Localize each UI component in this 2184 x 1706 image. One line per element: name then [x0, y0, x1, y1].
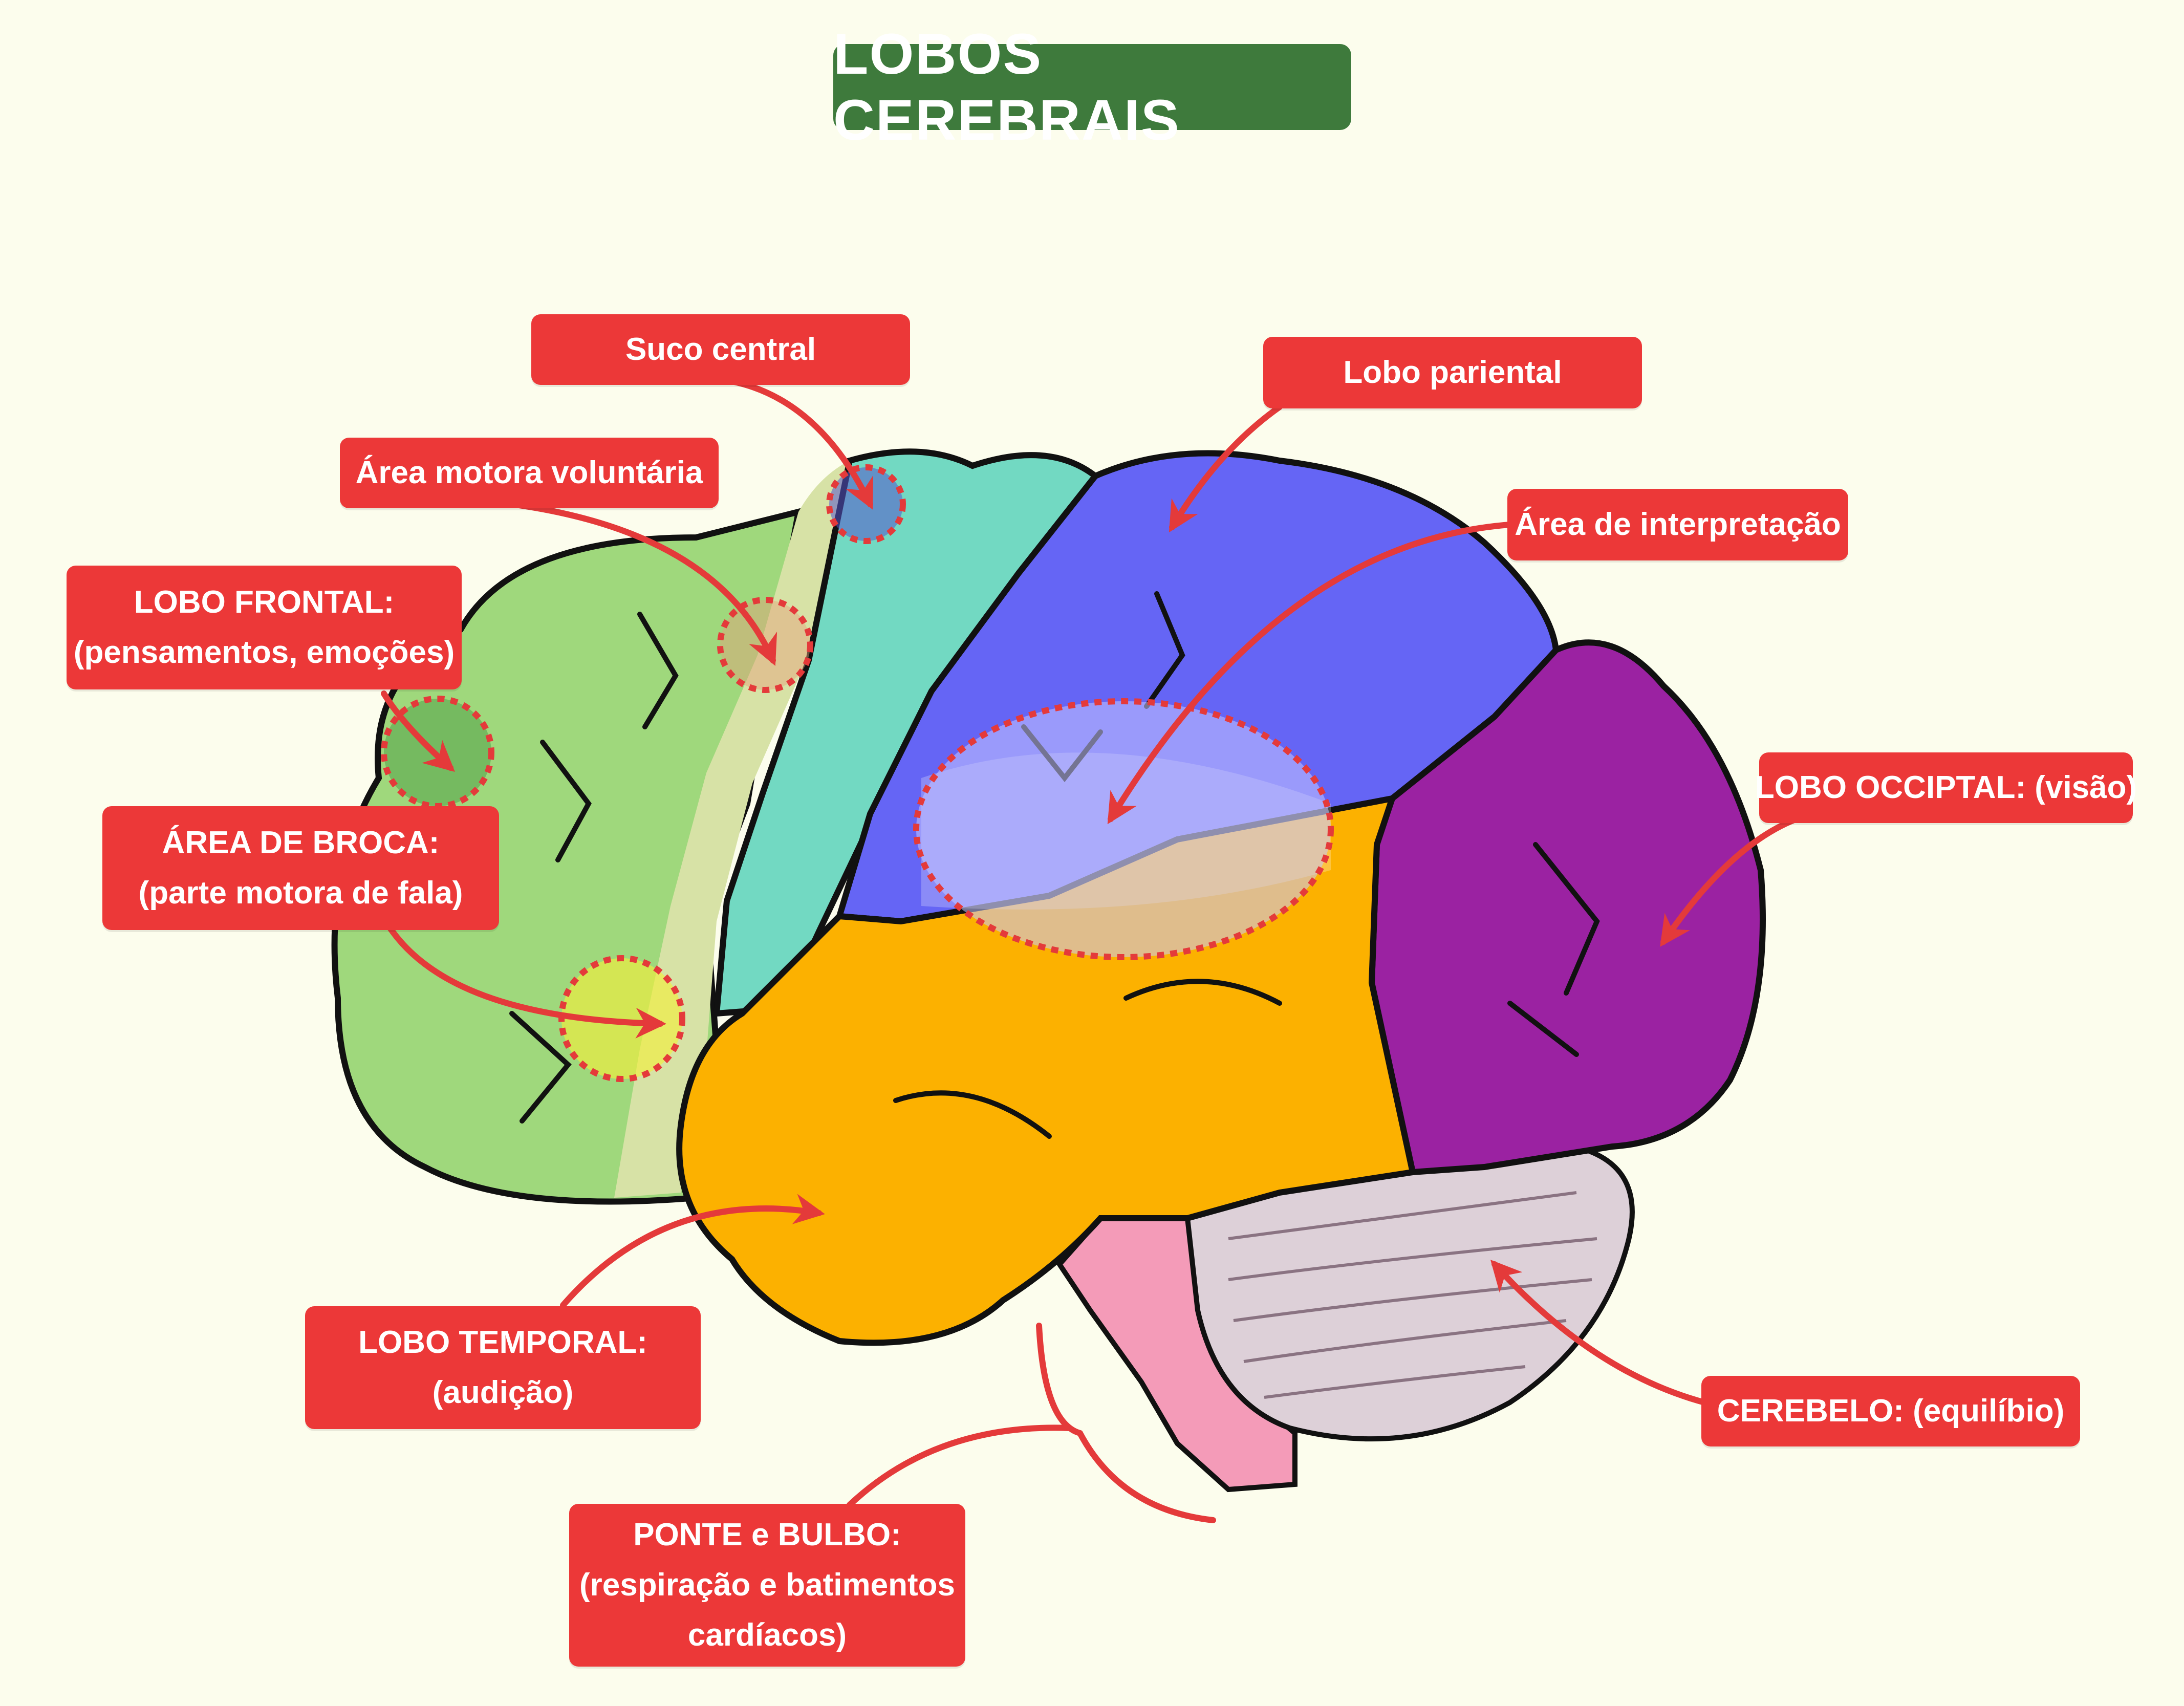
pariental-arrow	[1169, 404, 1283, 533]
broca-marker	[558, 955, 685, 1082]
suco-central-arrow	[729, 378, 873, 510]
frontal-arrow	[381, 690, 455, 772]
label-area-motora: Área motora voluntária	[340, 438, 719, 508]
interpretation-arrow	[1107, 522, 1513, 825]
label-cerebelo: CEREBELO: (equilíbio)	[1701, 1376, 2080, 1446]
ponte-branch-b	[1077, 1430, 1216, 1523]
occipital-lobe-region	[1368, 639, 1766, 1176]
broca-arrow	[386, 923, 666, 1039]
temporal-arrow	[560, 1194, 825, 1308]
label-lobo-occipital: LOBO OCCIPTAL: (visão)	[1755, 752, 2137, 823]
ponte-branch-a	[1036, 1323, 1083, 1436]
label-suco-central: Suco central	[531, 314, 910, 385]
cerebellum-folia	[1228, 1191, 1597, 1399]
label-area-interpretacao: Área de interpretação	[1507, 489, 1848, 560]
ponte-arrow	[847, 1424, 1073, 1508]
label-area-broca: ÁREA DE BROCA: (parte motora de fala)	[102, 806, 499, 930]
label-lobo-frontal: LOBO FRONTAL: (pensamentos, emoções)	[67, 566, 462, 689]
suco-central-marker	[826, 464, 906, 544]
occipital-arrow	[1660, 816, 1800, 947]
label-lobo-pariental: Lobo pariental	[1263, 337, 1642, 408]
interpretation-marker	[913, 698, 1334, 960]
label-lobo-temporal: LOBO TEMPORAL: (audição)	[305, 1306, 701, 1429]
cerebelo-arrow	[1490, 1260, 1707, 1406]
label-ponte-bulbo: PONTE e BULBO: (respiração e batimentos …	[569, 1504, 965, 1667]
motor-area-arrow	[509, 501, 777, 666]
